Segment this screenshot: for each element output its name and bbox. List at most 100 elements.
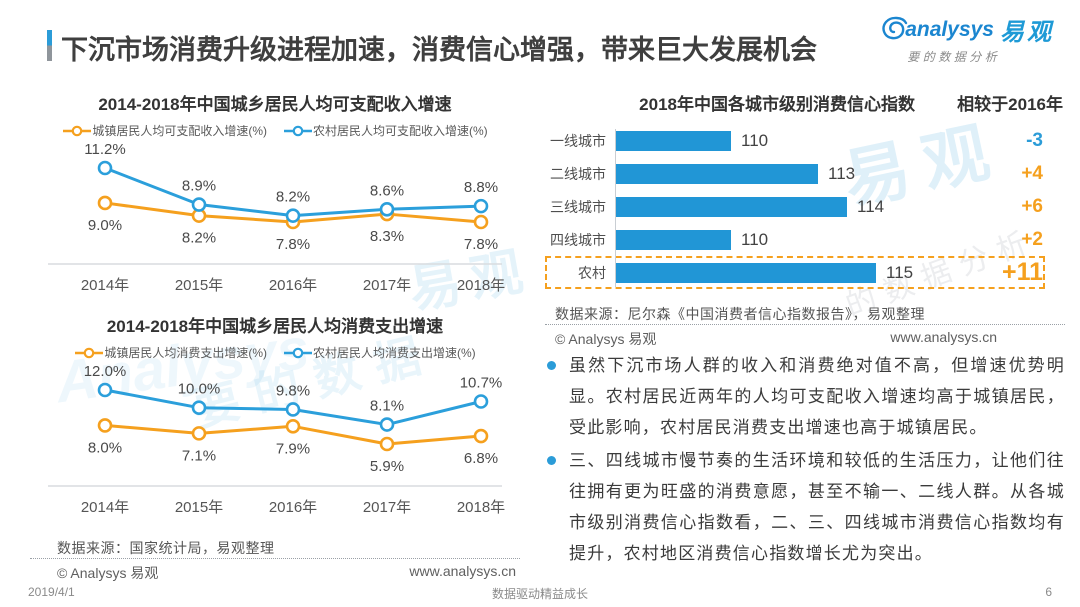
- bar-delta: +4: [1021, 162, 1043, 184]
- svg-text:2015年: 2015年: [175, 499, 223, 516]
- title-accent-bar: [47, 30, 52, 61]
- bar: [615, 163, 818, 184]
- footer-date: 2019/4/1: [28, 585, 75, 599]
- left-divider: [30, 558, 520, 559]
- insight-bullet-2: 三、四线城市慢节奏的生活环境和较低的生活压力，让他们往往拥有更为旺盛的消费意愿，…: [545, 445, 1065, 569]
- legend-item: 农村居民人均消费支出增速(%): [283, 344, 476, 361]
- svg-text:10.7%: 10.7%: [460, 375, 503, 392]
- legend-label: 城镇居民人均可支配收入增速(%): [92, 124, 267, 138]
- svg-text:2014年: 2014年: [81, 499, 129, 516]
- bar-delta: +6: [1021, 195, 1043, 217]
- svg-text:7.8%: 7.8%: [276, 236, 310, 253]
- svg-text:8.3%: 8.3%: [370, 228, 404, 245]
- income-chart-title: 2014-2018年中国城乡居民人均可支配收入增速: [98, 95, 452, 114]
- page-title: 下沉市场消费升级进程加速，消费信心增强，带来巨大发展机会: [61, 35, 817, 65]
- svg-text:8.6%: 8.6%: [370, 182, 404, 199]
- svg-text:2017年: 2017年: [363, 277, 411, 294]
- bar-row: 三线城市 114 +6: [545, 190, 1045, 223]
- spending-chart-legend: 城镇居民人均消费支出增速(%) 农村居民人均消费支出增速(%): [30, 344, 520, 361]
- confidence-chart-title: 2018年中国各城市级别消费信心指数: [639, 95, 915, 114]
- bar-value: 110: [741, 229, 769, 249]
- svg-text:7.9%: 7.9%: [276, 440, 310, 457]
- bar-category-label: 农村: [578, 264, 606, 281]
- bar-category-label: 三线城市: [550, 198, 606, 215]
- legend-label: 农村居民人均消费支出增速(%): [313, 346, 476, 360]
- svg-text:9.8%: 9.8%: [276, 382, 310, 399]
- legend-item: 城镇居民人均可支配收入增速(%): [62, 122, 267, 139]
- right-column: 2018年中国各城市级别消费信心指数 相较于2016年 一线城市 110 -3 二线城…: [545, 90, 1065, 590]
- brand-name-cn: 易观: [1000, 19, 1054, 46]
- legend-label: 城镇居民人均消费支出增速(%): [104, 346, 267, 360]
- spending-chart-title: 2014-2018年中国城乡居民人均消费支出增速: [106, 317, 444, 336]
- right-divider: [545, 324, 1065, 325]
- legend-marker-icon: [63, 125, 92, 136]
- svg-text:2016年: 2016年: [269, 277, 317, 294]
- bar-value: 114: [857, 196, 885, 216]
- header: 下沉市场消费升级进程加速，消费信心增强，带来巨大发展机会: [47, 28, 817, 67]
- right-source-note: 数据来源：尼尔森《中国消费者信心指数报告》，易观整理: [555, 306, 925, 322]
- svg-text:12.0%: 12.0%: [84, 364, 127, 380]
- bar-delta: +2: [1021, 228, 1043, 250]
- bar: [615, 229, 731, 250]
- left-column: 2014-2018年中国城乡居民人均可支配收入增速 城镇居民人均可支配收入增速(…: [30, 90, 520, 590]
- svg-text:8.8%: 8.8%: [464, 179, 498, 196]
- svg-text:2018年: 2018年: [457, 277, 505, 294]
- svg-text:11.2%: 11.2%: [84, 142, 125, 158]
- bar-delta: +11: [1001, 258, 1043, 286]
- confidence-bar-chart: 一线城市 110 -3 二线城市 113 +4 三线城市 114 +6 四线城市 110 +2 农村 11…: [545, 124, 1045, 289]
- bar-value: 113: [828, 163, 856, 183]
- spending-line-chart: 2014年 2015年 2016年 2017年 2018年 8.0% 7.1% 7.9% 5.9…: [48, 364, 505, 516]
- bar-row: 二线城市 113 +4: [545, 157, 1045, 190]
- svg-text:8.0%: 8.0%: [88, 439, 122, 456]
- bar: [615, 130, 731, 151]
- bar: [615, 196, 847, 217]
- left-website: www.analysys.cn: [409, 563, 516, 579]
- svg-text:8.2%: 8.2%: [276, 189, 310, 206]
- bar-row: 农村 115 +11: [545, 256, 1045, 289]
- svg-text:9.0%: 9.0%: [88, 217, 122, 234]
- left-copyright: © Analysys 易观: [57, 565, 159, 581]
- bar-category-label: 二线城市: [550, 165, 606, 182]
- bar-value: 110: [741, 130, 769, 150]
- legend-marker-icon: [284, 125, 312, 136]
- bar-delta: -3: [1026, 129, 1043, 151]
- legend-marker-icon: [75, 347, 104, 358]
- bar-axis-line: [615, 129, 616, 287]
- svg-text:8.1%: 8.1%: [370, 398, 404, 415]
- svg-text:8.2%: 8.2%: [182, 230, 216, 247]
- confidence-chart-subtitle: 相较于2016年: [957, 95, 1063, 114]
- right-copyright: © Analysys 易观: [555, 331, 657, 347]
- brand-name-en: analysys: [905, 17, 994, 41]
- legend-marker-icon: [284, 347, 312, 358]
- bar-category-label: 四线城市: [550, 231, 606, 248]
- bar-row: 一线城市 110 -3: [545, 124, 1045, 157]
- svg-text:2017年: 2017年: [363, 499, 411, 516]
- svg-text:5.9%: 5.9%: [370, 458, 404, 475]
- right-website: www.analysys.cn: [890, 329, 997, 345]
- insight-bullets: 虽然下沉市场人群的收入和消费绝对值不高，但增速优势明显。农村居民近两年的人均可支…: [545, 350, 1065, 571]
- bar-category-label: 一线城市: [550, 132, 606, 149]
- svg-text:6.8%: 6.8%: [464, 450, 498, 467]
- brand-tagline: 要的数据分析: [907, 50, 1001, 64]
- income-line-chart: 2014年 2015年 2016年 2017年 2018年 9.0% 8.2% 7.8% 8.3…: [48, 142, 505, 294]
- footer-slogan: 数据驱动精益成长: [491, 587, 589, 601]
- svg-text:7.8%: 7.8%: [464, 236, 498, 253]
- insight-bullet-1: 虽然下沉市场人群的收入和消费绝对值不高，但增速优势明显。农村居民近两年的人均可支…: [545, 350, 1065, 443]
- svg-text:2016年: 2016年: [269, 499, 317, 516]
- footer: 2019/4/1 数据驱动精益成长 6: [28, 585, 1052, 601]
- svg-text:2018年: 2018年: [457, 499, 505, 516]
- legend-item: 农村居民人均可支配收入增速(%): [283, 122, 488, 139]
- svg-text:10.0%: 10.0%: [178, 381, 221, 398]
- left-source-note: 数据来源：国家统计局，易观整理: [57, 540, 275, 556]
- bar: [615, 262, 876, 283]
- svg-text:2014年: 2014年: [81, 277, 129, 294]
- bar-value: 115: [886, 262, 914, 282]
- svg-text:2015年: 2015年: [175, 277, 223, 294]
- analysys-swirl-icon: [882, 16, 908, 39]
- svg-text:7.1%: 7.1%: [182, 447, 216, 464]
- brand-logo: analysys 易观 要的数据分析: [877, 12, 1054, 65]
- income-chart-legend: 城镇居民人均可支配收入增速(%) 农村居民人均可支配收入增速(%): [30, 122, 520, 139]
- legend-item: 城镇居民人均消费支出增速(%): [74, 344, 267, 361]
- footer-page-number: 6: [1045, 585, 1052, 599]
- bar-row: 四线城市 110 +2: [545, 223, 1045, 256]
